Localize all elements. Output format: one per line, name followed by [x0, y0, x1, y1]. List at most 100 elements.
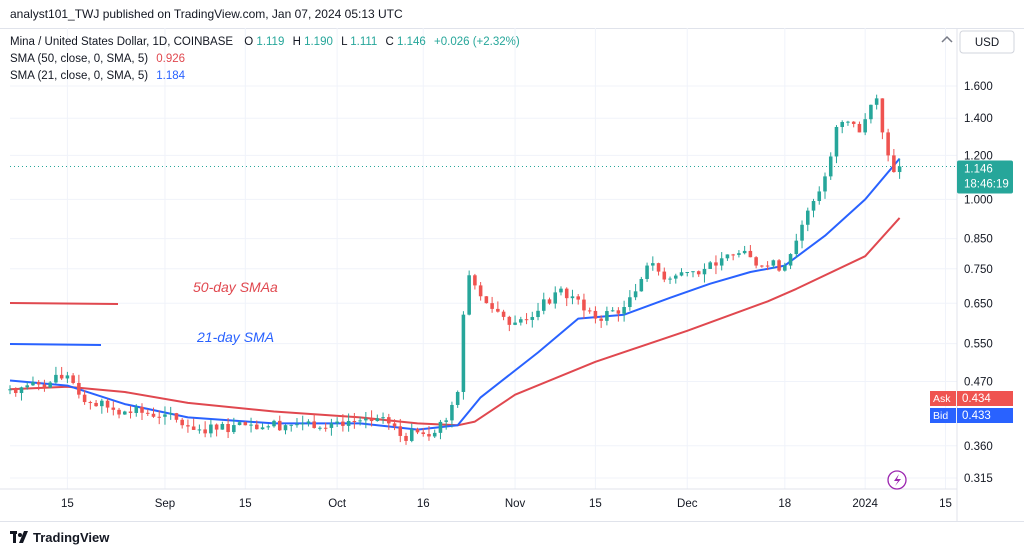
candle [685, 271, 690, 277]
candle-body [691, 271, 695, 273]
candle [25, 381, 29, 390]
candle-body [197, 429, 202, 431]
x-tick-label: 15 [939, 498, 952, 510]
candle-body [249, 424, 253, 426]
tradingview-brand: TradingView [33, 529, 110, 545]
candle-body [13, 389, 18, 394]
candle [444, 417, 448, 430]
candle [490, 296, 494, 313]
candle-body [455, 391, 460, 405]
candle [260, 423, 265, 430]
price-chart[interactable]: 0.315 0.360 0.470 0.550 0.650 0.750 0.850 1.000… [0, 28, 1024, 521]
y-tick-label: 0.650 [964, 298, 993, 310]
candle-body [828, 156, 833, 177]
candle-body [524, 319, 529, 321]
candle-body [140, 406, 144, 413]
candle-body [587, 310, 592, 312]
candle-body [851, 121, 856, 124]
candle [77, 374, 81, 399]
x-tick-label: 2024 [852, 498, 878, 510]
candle-body [450, 404, 454, 421]
candle [232, 417, 236, 435]
candle-body [255, 424, 259, 430]
candle-body [123, 411, 127, 415]
candle [123, 410, 127, 415]
candle [633, 283, 638, 301]
candle-body [421, 432, 426, 435]
candle [719, 252, 724, 271]
candle-body [599, 318, 603, 321]
candle-body [427, 434, 431, 437]
candle [777, 259, 781, 272]
candle-body [645, 265, 649, 279]
bid-label-box [930, 408, 956, 423]
candle [805, 207, 810, 232]
chart-header: analyst101_TWJ published on TradingView.… [0, 0, 1024, 29]
x-tick-label: 15 [589, 498, 602, 510]
candle-body [869, 104, 873, 120]
candle [846, 120, 850, 126]
candle [289, 424, 294, 432]
candle [639, 276, 644, 292]
candle [54, 366, 58, 384]
candle [209, 419, 213, 438]
y-tick-label: 1.600 [964, 81, 993, 93]
candle-body [823, 176, 827, 192]
candle-body [576, 296, 580, 300]
candle [524, 313, 529, 325]
candle-body [892, 155, 896, 173]
candle-body [622, 307, 626, 314]
y-tick-label: 1.000 [964, 194, 993, 206]
candle-body [564, 288, 569, 299]
tradingview-logo-icon [10, 531, 28, 543]
candle [828, 152, 833, 180]
bid-value-box [957, 408, 1013, 423]
candle [564, 287, 569, 307]
candle [100, 398, 104, 414]
candle-body [771, 260, 776, 266]
last-price-badge [957, 160, 1013, 194]
candle-body [754, 257, 758, 266]
candle [117, 407, 121, 419]
candle [622, 300, 626, 322]
candle [834, 125, 839, 164]
candle [817, 186, 822, 205]
currency-box[interactable] [959, 30, 1015, 54]
candle [874, 94, 879, 110]
tradingview-logo[interactable]: TradingView [10, 528, 109, 546]
candle [702, 263, 707, 283]
candle [19, 386, 24, 401]
candle-body [318, 427, 322, 429]
chevron-up-icon[interactable] [941, 35, 953, 43]
ohlc-change: +0.026 (+2.32%) [434, 36, 520, 48]
candle [656, 262, 661, 276]
candle-body [295, 424, 299, 426]
candles [8, 94, 902, 445]
ohlc-open-value: 1.119 [256, 36, 284, 48]
candle [496, 301, 500, 313]
candle-body [559, 288, 563, 293]
candle-body [214, 424, 219, 430]
candle-body [335, 421, 339, 424]
candle [168, 406, 173, 420]
candle-body [765, 265, 770, 267]
candle-body [800, 224, 804, 241]
candle [346, 413, 351, 432]
candle [255, 420, 259, 430]
candle-body [857, 123, 862, 133]
candle-body [651, 263, 655, 266]
candle-body [346, 420, 351, 426]
candle [869, 104, 873, 124]
y-tick-label: 0.470 [964, 376, 993, 388]
chart-area[interactable]: 0.315 0.360 0.470 0.550 0.650 0.750 0.850 1.000… [0, 28, 1024, 521]
candle [731, 253, 735, 261]
candle-body [329, 423, 334, 428]
bar-countdown: 18:46:19 [964, 179, 1009, 191]
candle-body [668, 278, 672, 280]
candle [220, 421, 225, 430]
currency-label[interactable]: USD [975, 37, 999, 49]
candle [662, 267, 667, 283]
candle-body [409, 429, 414, 441]
candle [651, 256, 655, 271]
candle-body [742, 250, 747, 254]
